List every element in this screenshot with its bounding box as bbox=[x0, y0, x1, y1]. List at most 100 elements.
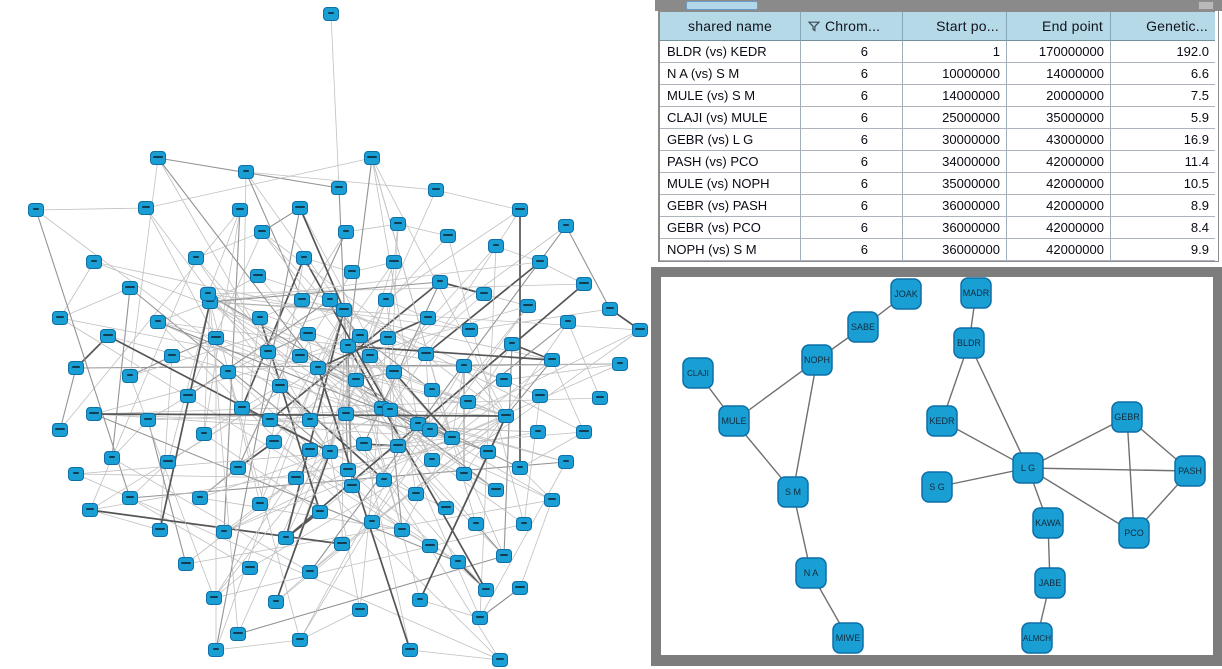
network-node-JOAK[interactable]: JOAK bbox=[890, 278, 922, 310]
network-node[interactable] bbox=[312, 505, 328, 519]
table-scroll-thumb[interactable] bbox=[686, 1, 758, 10]
network-node[interactable] bbox=[68, 361, 84, 375]
network-node[interactable] bbox=[206, 591, 222, 605]
network-node[interactable] bbox=[488, 483, 504, 497]
network-node[interactable] bbox=[322, 293, 338, 307]
network-node[interactable] bbox=[364, 515, 380, 529]
filter-funnel-icon[interactable] bbox=[808, 21, 820, 32]
table-scroll-end-box[interactable] bbox=[1198, 1, 1214, 10]
network-node[interactable] bbox=[188, 251, 204, 265]
edge-row-name-cell[interactable]: GEBR (vs) L G bbox=[660, 129, 801, 151]
network-node[interactable] bbox=[164, 349, 180, 363]
network-node[interactable] bbox=[520, 299, 536, 313]
network-node[interactable] bbox=[456, 359, 472, 373]
network-node[interactable] bbox=[418, 347, 434, 361]
network-node-KAWA[interactable]: KAWA bbox=[1032, 507, 1064, 539]
network-node[interactable] bbox=[216, 525, 232, 539]
network-node-JABE[interactable]: JABE bbox=[1034, 567, 1066, 599]
column-header-start-po---[interactable]: Start po... bbox=[903, 11, 1007, 41]
edge-row-value-cell[interactable]: 6 bbox=[801, 63, 903, 85]
network-node[interactable] bbox=[220, 365, 236, 379]
edge-row-value-cell[interactable]: 6 bbox=[801, 107, 903, 129]
edge-row-value-cell[interactable]: 20000000 bbox=[1007, 85, 1111, 107]
network-node[interactable] bbox=[68, 467, 84, 481]
network-node[interactable] bbox=[492, 653, 508, 667]
network-node[interactable] bbox=[296, 251, 312, 265]
network-node-ALMCH[interactable]: ALMCH bbox=[1021, 622, 1053, 654]
network-node[interactable] bbox=[242, 561, 258, 575]
main-network-canvas[interactable] bbox=[0, 0, 655, 669]
network-node[interactable] bbox=[558, 455, 574, 469]
edge-row-value-cell[interactable]: 25000000 bbox=[903, 107, 1007, 129]
edge-row-value-cell[interactable]: 10000000 bbox=[903, 63, 1007, 85]
network-node[interactable] bbox=[338, 407, 354, 421]
network-node[interactable] bbox=[331, 181, 347, 195]
network-node[interactable] bbox=[532, 389, 548, 403]
edge-row-value-cell[interactable]: 8.9 bbox=[1111, 195, 1215, 217]
network-node-MIWE[interactable]: MIWE bbox=[832, 622, 864, 654]
network-node[interactable] bbox=[208, 643, 224, 657]
network-node[interactable] bbox=[268, 595, 284, 609]
edge-row-value-cell[interactable]: 1 bbox=[903, 41, 1007, 63]
network-node[interactable] bbox=[468, 517, 484, 531]
network-node-BLDR[interactable]: BLDR bbox=[953, 327, 985, 359]
network-node[interactable] bbox=[232, 203, 248, 217]
network-node[interactable] bbox=[348, 373, 364, 387]
network-node[interactable] bbox=[152, 523, 168, 537]
network-node[interactable] bbox=[104, 451, 120, 465]
network-node[interactable] bbox=[178, 557, 194, 571]
network-node[interactable] bbox=[602, 302, 618, 316]
edge-row-value-cell[interactable]: 42000000 bbox=[1007, 239, 1111, 261]
network-node[interactable] bbox=[456, 467, 472, 481]
network-node[interactable] bbox=[100, 329, 116, 343]
edge-row-value-cell[interactable]: 42000000 bbox=[1007, 173, 1111, 195]
network-node[interactable] bbox=[266, 435, 282, 449]
network-node[interactable] bbox=[302, 413, 318, 427]
network-node[interactable] bbox=[302, 565, 318, 579]
network-node[interactable] bbox=[428, 183, 444, 197]
network-node[interactable] bbox=[292, 349, 308, 363]
edge-row-value-cell[interactable]: 42000000 bbox=[1007, 217, 1111, 239]
network-node[interactable] bbox=[408, 487, 424, 501]
network-node[interactable] bbox=[196, 427, 212, 441]
network-node[interactable] bbox=[422, 539, 438, 553]
edge-row-value-cell[interactable]: 6 bbox=[801, 129, 903, 151]
main-network-panel[interactable] bbox=[0, 0, 655, 669]
network-node[interactable] bbox=[52, 311, 68, 325]
edge-row-name-cell[interactable]: MULE (vs) NOPH bbox=[660, 173, 801, 195]
network-node[interactable] bbox=[323, 7, 339, 21]
network-node[interactable] bbox=[82, 503, 98, 517]
network-node[interactable] bbox=[410, 417, 426, 431]
edge-row-value-cell[interactable]: 14000000 bbox=[1007, 63, 1111, 85]
network-node[interactable] bbox=[344, 479, 360, 493]
network-node[interactable] bbox=[302, 443, 318, 457]
network-node-GEBR[interactable]: GEBR bbox=[1111, 401, 1143, 433]
network-node[interactable] bbox=[294, 293, 310, 307]
network-node[interactable] bbox=[122, 281, 138, 295]
network-node[interactable] bbox=[262, 413, 278, 427]
network-node[interactable] bbox=[272, 379, 288, 393]
network-node[interactable] bbox=[558, 219, 574, 233]
edge-row-value-cell[interactable]: 42000000 bbox=[1007, 151, 1111, 173]
network-node[interactable] bbox=[278, 531, 294, 545]
network-node[interactable] bbox=[322, 445, 338, 459]
edge-row-name-cell[interactable]: CLAJI (vs) MULE bbox=[660, 107, 801, 129]
network-node[interactable] bbox=[560, 315, 576, 329]
network-node[interactable] bbox=[496, 549, 512, 563]
network-node[interactable] bbox=[150, 151, 166, 165]
edge-row-value-cell[interactable]: 36000000 bbox=[903, 217, 1007, 239]
network-node[interactable] bbox=[504, 337, 520, 351]
network-node[interactable] bbox=[28, 203, 44, 217]
network-node[interactable] bbox=[376, 473, 392, 487]
network-node[interactable] bbox=[420, 311, 436, 325]
network-node[interactable] bbox=[338, 225, 354, 239]
network-edge-NOPH-S M[interactable] bbox=[792, 359, 818, 493]
network-node-MADR[interactable]: MADR bbox=[960, 277, 992, 309]
network-node-N A[interactable]: N A bbox=[795, 557, 827, 589]
network-node[interactable] bbox=[192, 491, 208, 505]
network-node[interactable] bbox=[440, 229, 456, 243]
network-node[interactable] bbox=[364, 151, 380, 165]
network-node[interactable] bbox=[462, 323, 478, 337]
network-node[interactable] bbox=[200, 287, 216, 301]
network-node[interactable] bbox=[512, 203, 528, 217]
